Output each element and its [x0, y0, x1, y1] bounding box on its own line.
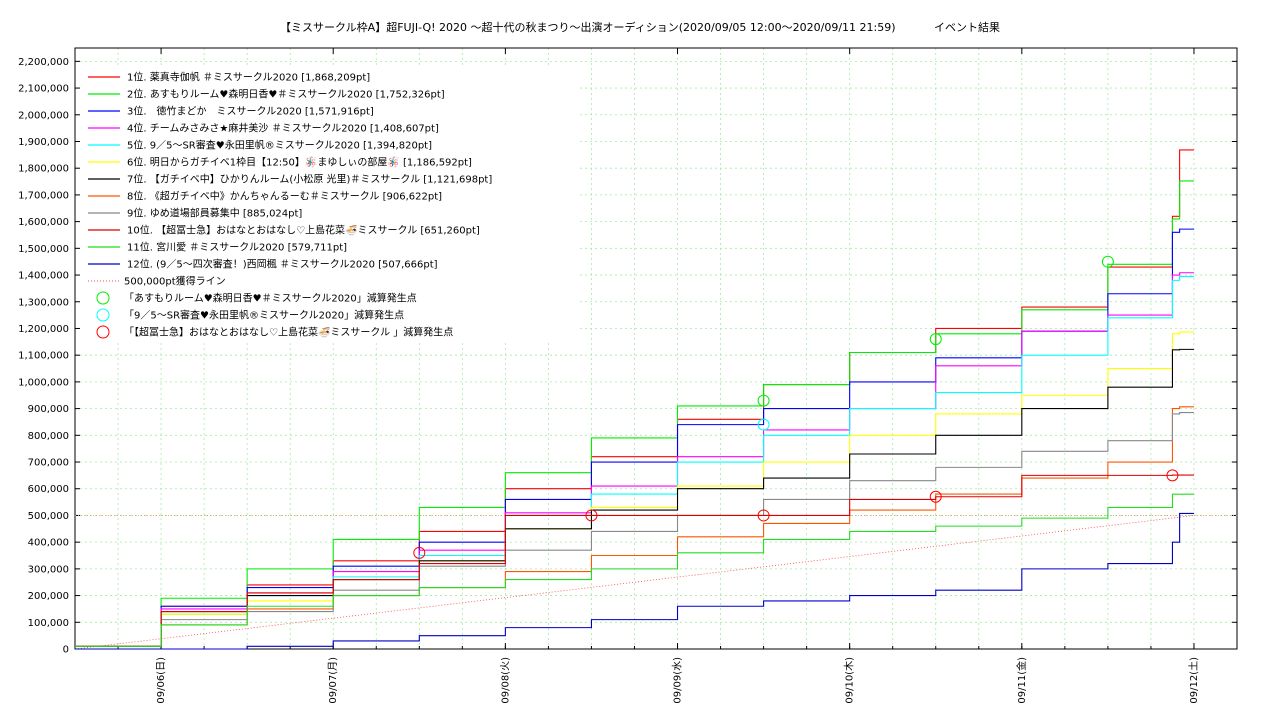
- deduction-marker-3: [585, 509, 598, 522]
- deduction-marker-1: [929, 333, 942, 346]
- legend-label-7: 7位. 【ガチイベ中】ひかりんルーム(小松原 光里)＃ミスサークル [1,121…: [127, 173, 492, 186]
- x-tick-label: 09/11(金): [1015, 657, 1028, 704]
- series-line-6: [75, 331, 1194, 647]
- series-line-12: [75, 512, 1194, 650]
- series-line-3: [75, 228, 1194, 647]
- series-line-10: [75, 474, 1194, 647]
- y-tick-label: 1,100,000: [18, 351, 69, 362]
- reference-line-diagonal: [74, 515, 1195, 650]
- legend-label-6: 6位. 明日からガチイベ1枠目【12:50】🪅まゆしぃの部屋🪅 [1,186,5…: [127, 156, 472, 169]
- y-tick-label: 500,000: [28, 511, 69, 522]
- y-tick-label: 1,000,000: [18, 377, 69, 388]
- legend-marker-2: [96, 308, 110, 322]
- legend-label-4: 4位. チームみさみさ★麻井美沙 ＃ミスサークル2020 [1,408,607p…: [127, 122, 439, 135]
- legend-label-2: 2位. あすもりルーム♥森明日香♥＃ミスサークル2020 [1,752,326p…: [127, 88, 445, 101]
- x-tick-label: 09/09(水): [672, 657, 684, 704]
- legend-marker-1: [96, 291, 110, 305]
- y-tick-label: 600,000: [28, 484, 69, 495]
- y-tick-label: 700,000: [28, 458, 69, 469]
- y-tick-label: 2,000,000: [18, 110, 69, 121]
- chart-title: 【ミスサークル枠A】超FUJI-Q! 2020 〜超十代の秋まつり〜出演オーディ…: [280, 21, 1000, 34]
- x-tick-label: 09/12(土): [1187, 657, 1200, 704]
- x-tick-label: 09/10(木): [844, 657, 856, 704]
- legend-background: [80, 68, 580, 340]
- deduction-marker-3: [929, 490, 942, 503]
- y-tick-label: 1,300,000: [18, 297, 69, 308]
- legend-label-5: 5位. 9／5〜SR審査♥永田里帆®︎ミスサークル2020 [1,394,820…: [127, 139, 432, 152]
- legend-label-9: 9位. ゆめ道場部員募集中 [885,024pt]: [127, 207, 302, 220]
- legend-marker-3: [96, 325, 110, 339]
- series-line-11: [75, 493, 1194, 647]
- x-tick-label: 09/07(月): [327, 657, 339, 704]
- series-line-1: [75, 149, 1194, 647]
- x-tick-label: 09/08(火): [499, 657, 511, 704]
- series-line-7: [75, 348, 1194, 647]
- y-tick-label: 2,100,000: [18, 84, 69, 95]
- y-tick-label: 1,900,000: [18, 137, 69, 148]
- deduction-marker-3: [1166, 469, 1179, 482]
- series-line-8: [75, 406, 1194, 647]
- deduction-marker-1: [1101, 255, 1114, 268]
- legend-marker-label-3: 「【超冨士急】おはなとおはなし♡上島花菜🍜ミスサークル 」減算発生点: [124, 326, 453, 339]
- y-tick-label: 1,200,000: [18, 324, 69, 335]
- y-tick-label: 200,000: [28, 591, 69, 602]
- legend-marker-label-2: 「9／5〜SR審査♥永田里帆®︎ミスサークル2020」減算発生点: [124, 309, 404, 322]
- y-tick-label: 1,500,000: [18, 244, 69, 255]
- y-tick-label: 1,400,000: [18, 271, 69, 282]
- legend-label-1: 1位. 薬真寺伽帆 ＃ミスサークル2020 [1,868,209pt]: [127, 71, 370, 84]
- y-tick-label: 900,000: [28, 404, 69, 415]
- legend-label-3: 3位. 徳竹まどか ミスサークル2020 [1,571,916pt]: [127, 105, 374, 118]
- legend-label-10: 10位. 【超冨士急】おはなとおはなし♡上島花菜🍜ミスサークル [651,260…: [127, 224, 480, 237]
- y-tick-label: 400,000: [28, 538, 69, 549]
- y-tick-label: 1,800,000: [18, 164, 69, 175]
- deduction-marker-3: [757, 509, 770, 522]
- y-tick-label: 300,000: [28, 564, 69, 575]
- series-line-2: [75, 180, 1194, 647]
- y-tick-label: 2,200,000: [18, 57, 69, 68]
- x-tick-label: 09/06(日): [156, 657, 167, 704]
- legend-marker-label-1: 「あすもりルーム♥森明日香♥＃ミスサークル2020」減算発生点: [124, 292, 417, 305]
- deduction-marker-2: [757, 418, 770, 431]
- deduction-marker-1: [757, 394, 770, 407]
- y-tick-label: 1,600,000: [18, 217, 69, 228]
- plot-frame: [74, 47, 1238, 650]
- legend-label-reference: 500,000pt獲得ライン: [124, 275, 226, 288]
- deduction-marker-3: [413, 546, 426, 559]
- legend-label-12: 12位. (9／5〜四次審査！)西岡楓 ＃ミスサークル2020 [507,666…: [127, 258, 438, 271]
- y-tick-label: 0: [63, 645, 69, 656]
- y-tick-label: 100,000: [28, 618, 69, 629]
- legend: 1位. 薬真寺伽帆 ＃ミスサークル2020 [1,868,209pt] 2位. あ…: [80, 68, 580, 340]
- legend-label-11: 11位. 宮川愛 ＃ミスサークル2020 [579,711pt]: [127, 241, 347, 254]
- y-tick-label: 800,000: [28, 431, 69, 442]
- legend-label-8: 8位. 《超ガチイベ中》かんちゃんるーむ＃ミスサークル [906,622pt]: [127, 190, 442, 203]
- y-tick-label: 1,700,000: [18, 190, 69, 201]
